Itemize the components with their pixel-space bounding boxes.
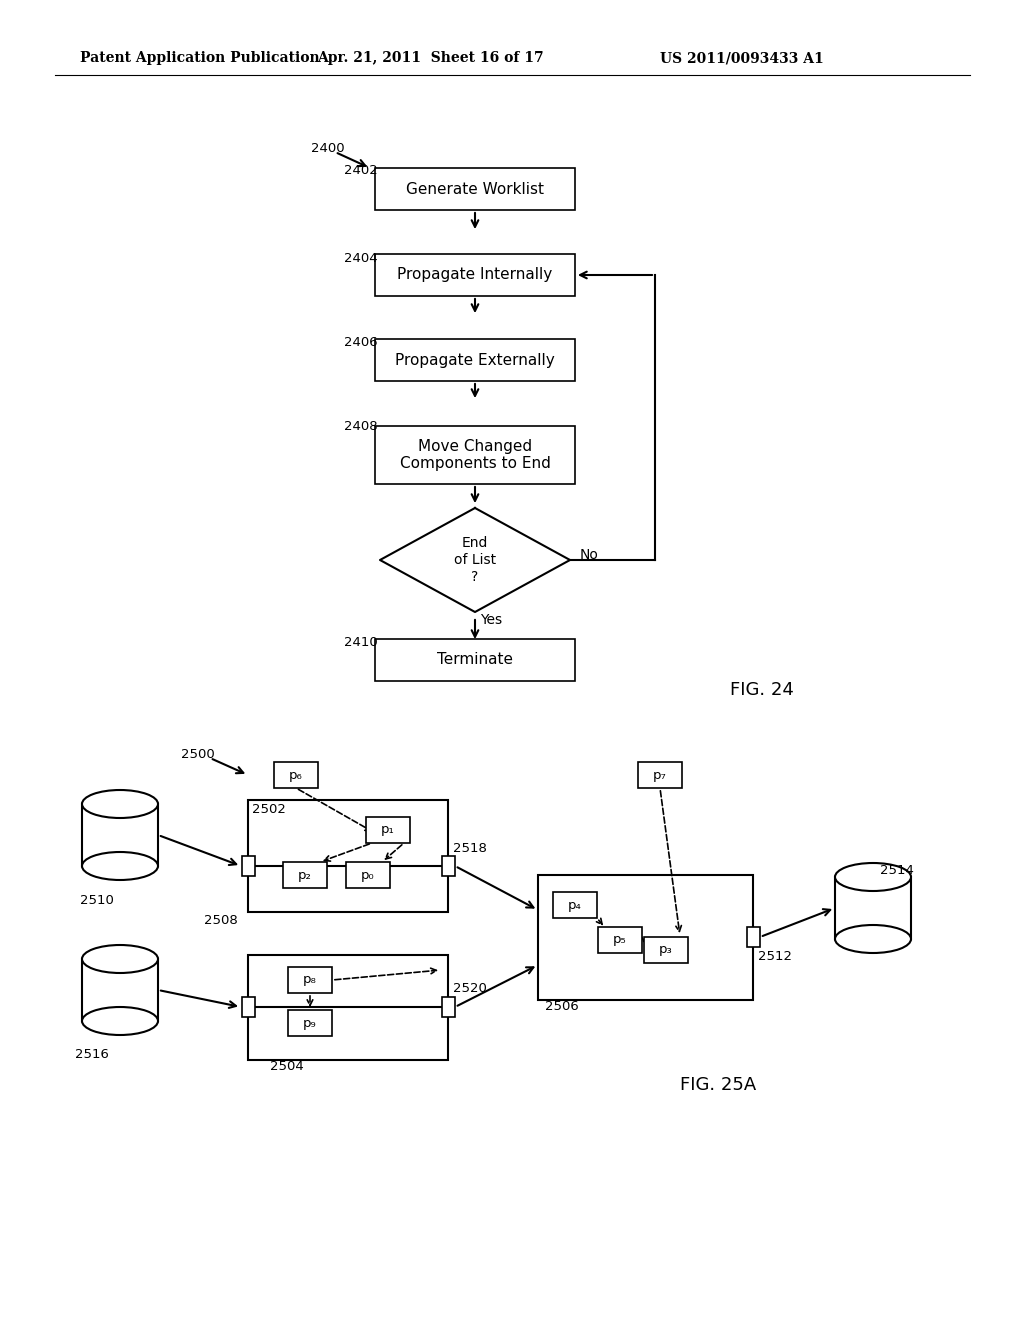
Text: 2508: 2508 bbox=[204, 913, 238, 927]
FancyBboxPatch shape bbox=[441, 855, 455, 876]
Text: 2406: 2406 bbox=[344, 337, 378, 350]
FancyBboxPatch shape bbox=[538, 875, 753, 1001]
FancyBboxPatch shape bbox=[288, 968, 332, 993]
FancyBboxPatch shape bbox=[248, 954, 449, 1060]
Text: 2512: 2512 bbox=[758, 950, 792, 964]
Ellipse shape bbox=[835, 863, 911, 891]
Text: 2402: 2402 bbox=[344, 164, 378, 177]
Text: 2500: 2500 bbox=[181, 747, 215, 760]
FancyBboxPatch shape bbox=[82, 804, 158, 866]
Text: US 2011/0093433 A1: US 2011/0093433 A1 bbox=[660, 51, 823, 65]
Ellipse shape bbox=[835, 925, 911, 953]
FancyBboxPatch shape bbox=[283, 862, 327, 888]
FancyBboxPatch shape bbox=[553, 892, 597, 917]
Ellipse shape bbox=[82, 789, 158, 818]
FancyBboxPatch shape bbox=[82, 960, 158, 1020]
FancyBboxPatch shape bbox=[598, 927, 642, 953]
FancyBboxPatch shape bbox=[375, 426, 575, 484]
Text: 2516: 2516 bbox=[75, 1048, 109, 1061]
FancyBboxPatch shape bbox=[366, 817, 410, 843]
FancyBboxPatch shape bbox=[346, 862, 390, 888]
Text: p₀: p₀ bbox=[361, 869, 375, 882]
Ellipse shape bbox=[82, 1007, 158, 1035]
Text: p₃: p₃ bbox=[659, 944, 673, 957]
FancyBboxPatch shape bbox=[274, 762, 318, 788]
Ellipse shape bbox=[82, 945, 158, 973]
FancyBboxPatch shape bbox=[288, 1010, 332, 1036]
Text: 2502: 2502 bbox=[252, 803, 286, 816]
Text: Move Changed
Components to End: Move Changed Components to End bbox=[399, 438, 551, 471]
Text: 2408: 2408 bbox=[344, 421, 378, 433]
FancyBboxPatch shape bbox=[746, 927, 760, 946]
Text: p₄: p₄ bbox=[568, 899, 582, 912]
Text: p₅: p₅ bbox=[613, 933, 627, 946]
Text: 2520: 2520 bbox=[453, 982, 486, 995]
Text: Propagate Externally: Propagate Externally bbox=[395, 352, 555, 367]
FancyBboxPatch shape bbox=[375, 639, 575, 681]
Text: No: No bbox=[580, 548, 599, 562]
Ellipse shape bbox=[82, 851, 158, 880]
FancyBboxPatch shape bbox=[375, 339, 575, 381]
Text: p₁: p₁ bbox=[381, 824, 395, 837]
FancyBboxPatch shape bbox=[638, 762, 682, 788]
FancyBboxPatch shape bbox=[441, 997, 455, 1016]
Text: FIG. 24: FIG. 24 bbox=[730, 681, 794, 700]
Text: End
of List
?: End of List ? bbox=[454, 536, 496, 585]
Text: Propagate Internally: Propagate Internally bbox=[397, 268, 553, 282]
FancyBboxPatch shape bbox=[375, 253, 575, 296]
Text: 2506: 2506 bbox=[545, 1001, 579, 1012]
Text: FIG. 25A: FIG. 25A bbox=[680, 1076, 757, 1094]
Text: p₇: p₇ bbox=[653, 768, 667, 781]
Text: 2510: 2510 bbox=[80, 894, 114, 907]
Text: 2518: 2518 bbox=[453, 842, 486, 854]
Text: Terminate: Terminate bbox=[437, 652, 513, 668]
Text: 2404: 2404 bbox=[344, 252, 378, 264]
FancyBboxPatch shape bbox=[242, 997, 255, 1016]
Text: Generate Worklist: Generate Worklist bbox=[406, 181, 544, 197]
Text: Apr. 21, 2011  Sheet 16 of 17: Apr. 21, 2011 Sheet 16 of 17 bbox=[316, 51, 544, 65]
Text: p₂: p₂ bbox=[298, 869, 312, 882]
FancyBboxPatch shape bbox=[375, 168, 575, 210]
FancyBboxPatch shape bbox=[644, 937, 688, 964]
FancyBboxPatch shape bbox=[835, 876, 911, 939]
Text: Patent Application Publication: Patent Application Publication bbox=[80, 51, 319, 65]
Text: p₉: p₉ bbox=[303, 1016, 316, 1030]
Text: 2514: 2514 bbox=[880, 863, 913, 876]
Text: p₈: p₈ bbox=[303, 974, 317, 986]
Text: Yes: Yes bbox=[480, 612, 502, 627]
Text: 2410: 2410 bbox=[344, 636, 378, 649]
FancyBboxPatch shape bbox=[242, 855, 255, 876]
Text: 2504: 2504 bbox=[270, 1060, 304, 1073]
Text: 2400: 2400 bbox=[311, 141, 345, 154]
Text: p₆: p₆ bbox=[289, 768, 303, 781]
FancyBboxPatch shape bbox=[248, 800, 449, 912]
